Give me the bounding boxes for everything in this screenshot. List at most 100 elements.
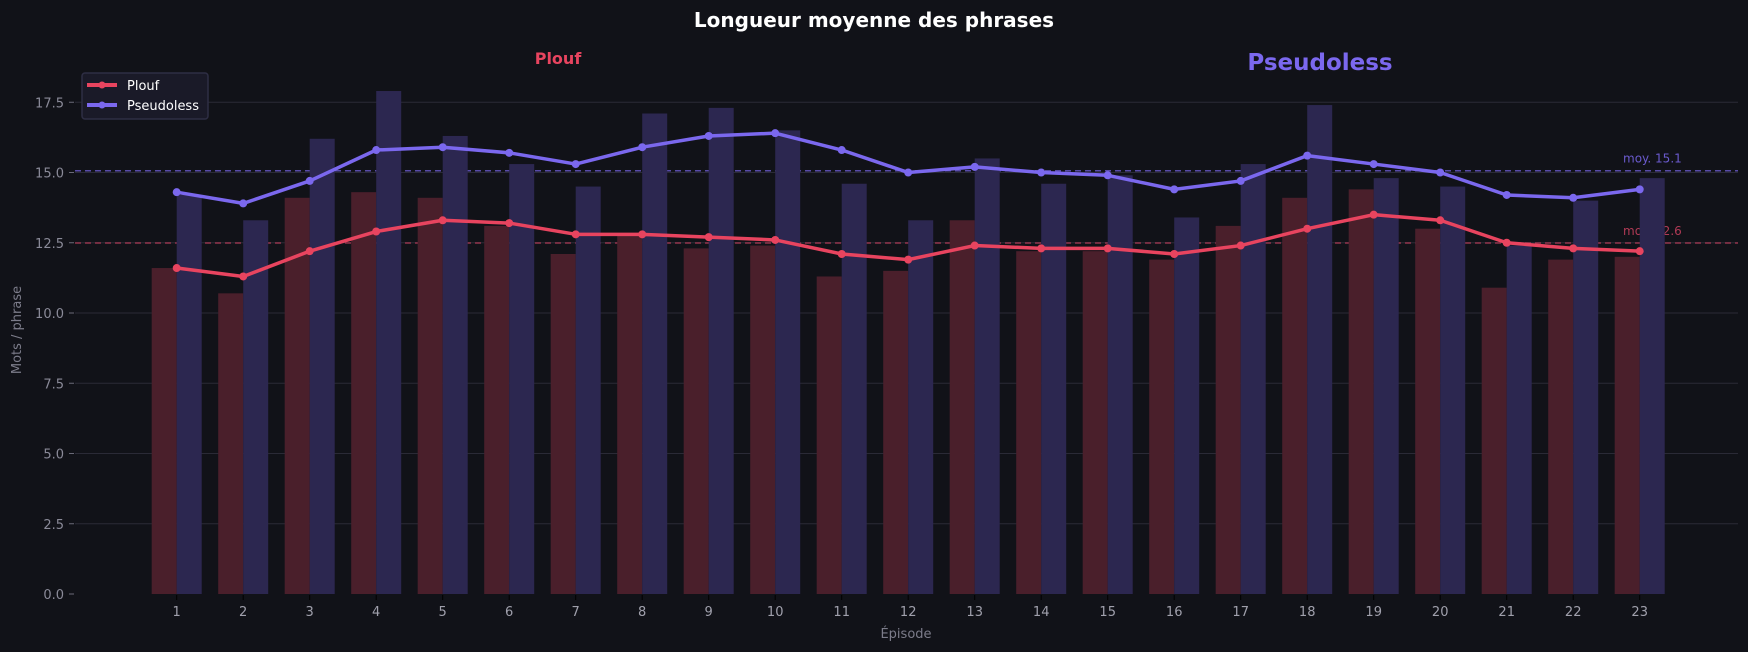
x-axis-label: Épisode: [880, 626, 931, 642]
x-tick-label: 10: [767, 605, 784, 620]
point-plouf: [1170, 249, 1179, 258]
point-plouf: [704, 233, 713, 242]
x-tick-label: 9: [705, 605, 713, 620]
bar-plouf: [1348, 189, 1374, 595]
point-plouf: [1635, 247, 1644, 256]
bar-plouf: [218, 293, 244, 594]
point-plouf: [837, 249, 846, 258]
bar-pseudoless: [841, 183, 867, 595]
bar-pseudoless: [908, 220, 934, 594]
point-plouf: [1303, 224, 1312, 233]
point-pseudoless: [172, 188, 181, 197]
bar-plouf: [1016, 251, 1042, 594]
legend: Plouf Pseudoless: [81, 72, 209, 120]
x-tick-label: 3: [306, 605, 314, 620]
bars: [151, 91, 1665, 595]
point-pseudoless: [1369, 160, 1378, 169]
legend-marker-plouf: [98, 81, 106, 89]
x-tick-label: 16: [1166, 605, 1183, 620]
point-plouf: [239, 272, 248, 281]
bar-pseudoless: [176, 194, 202, 595]
bar-plouf: [1614, 256, 1640, 594]
x-tick-label: 20: [1432, 605, 1449, 620]
x-tick-label: 22: [1565, 605, 1582, 620]
y-tick-label: 7.5: [43, 377, 64, 392]
y-tick-label: 5.0: [43, 448, 64, 463]
point-pseudoless: [438, 143, 447, 152]
point-pseudoless: [571, 160, 580, 169]
x-tick-label: 11: [833, 605, 850, 620]
x-tick-label: 19: [1365, 605, 1382, 620]
bar-pseudoless: [974, 158, 1000, 594]
bar-plouf: [816, 276, 842, 594]
point-pseudoless: [970, 162, 979, 171]
average-label: moy. 15.1: [1623, 152, 1682, 166]
bar-plouf: [1415, 228, 1441, 594]
bar-plouf: [1082, 251, 1108, 594]
bar-pseudoless: [1440, 186, 1466, 595]
legend-label-pseudoless: Pseudoless: [127, 99, 199, 114]
bar-pseudoless: [642, 113, 668, 595]
y-tick-label: 0.0: [43, 588, 64, 603]
point-pseudoless: [1436, 168, 1445, 177]
point-plouf: [1037, 244, 1046, 253]
bar-plouf: [1215, 225, 1241, 594]
point-plouf: [305, 247, 314, 256]
y-tick-label: 12.5: [35, 237, 64, 252]
bar-plouf: [1481, 287, 1507, 594]
point-plouf: [1236, 241, 1245, 250]
point-pseudoless: [305, 176, 314, 185]
series-header-pseudoless: Pseudoless: [1247, 50, 1392, 76]
y-axis-ticks: 0.0 2.5 5.0 7.5 10.0 12.5 15.0 17.5: [35, 96, 74, 603]
chart-title: Longueur moyenne des phrases: [694, 8, 1054, 32]
x-tick-label: 8: [638, 605, 646, 620]
y-tick-label: 10.0: [35, 307, 64, 322]
bar-plouf: [550, 253, 576, 595]
point-pseudoless: [1170, 185, 1179, 194]
point-pseudoless: [1303, 151, 1312, 160]
y-axis-label: Mots / phrase: [10, 286, 25, 374]
bar-pseudoless: [1639, 178, 1665, 594]
bar-pseudoless: [509, 164, 535, 594]
lines: [172, 129, 1644, 281]
x-tick-label: 12: [900, 605, 917, 620]
x-tick-label: 4: [372, 605, 380, 620]
bar-plouf: [284, 197, 310, 595]
y-tick-label: 15.0: [35, 167, 64, 182]
point-pseudoless: [771, 129, 780, 138]
x-tick-label: 21: [1498, 605, 1515, 620]
bar-plouf: [750, 245, 776, 594]
y-tick-label: 17.5: [35, 96, 64, 111]
x-axis-ticks: 1 2 3 4 5 6 7 8 9 10 11 12 13 14 15 16 17 18 19 20 21 22 23: [173, 595, 1648, 620]
point-plouf: [904, 255, 913, 264]
bar-pseudoless: [1240, 164, 1266, 594]
point-pseudoless: [372, 146, 381, 155]
bar-plouf: [417, 197, 443, 595]
x-tick-label: 15: [1099, 605, 1116, 620]
point-plouf: [970, 241, 979, 250]
x-tick-label: 17: [1232, 605, 1249, 620]
bar-pseudoless: [1506, 245, 1532, 594]
point-plouf: [1569, 244, 1578, 253]
point-pseudoless: [638, 143, 647, 152]
x-tick-label: 18: [1299, 605, 1316, 620]
point-pseudoless: [239, 199, 248, 208]
legend-marker-pseudoless: [98, 101, 106, 109]
x-tick-label: 7: [572, 605, 580, 620]
y-tick-label: 2.5: [43, 518, 64, 533]
x-tick-label: 13: [966, 605, 983, 620]
legend-item-plouf: Plouf: [87, 79, 160, 94]
bar-pseudoless: [1307, 105, 1333, 594]
point-plouf: [1502, 238, 1511, 247]
bar-pseudoless: [243, 220, 269, 594]
x-tick-label: 14: [1033, 605, 1050, 620]
bar-plouf: [1282, 197, 1308, 595]
bar-plouf: [151, 268, 177, 594]
bar-pseudoless: [376, 91, 402, 594]
point-plouf: [1369, 210, 1378, 219]
bar-pseudoless: [575, 186, 601, 595]
point-plouf: [372, 227, 381, 236]
bar-plouf: [1548, 259, 1574, 594]
point-pseudoless: [1236, 176, 1245, 185]
